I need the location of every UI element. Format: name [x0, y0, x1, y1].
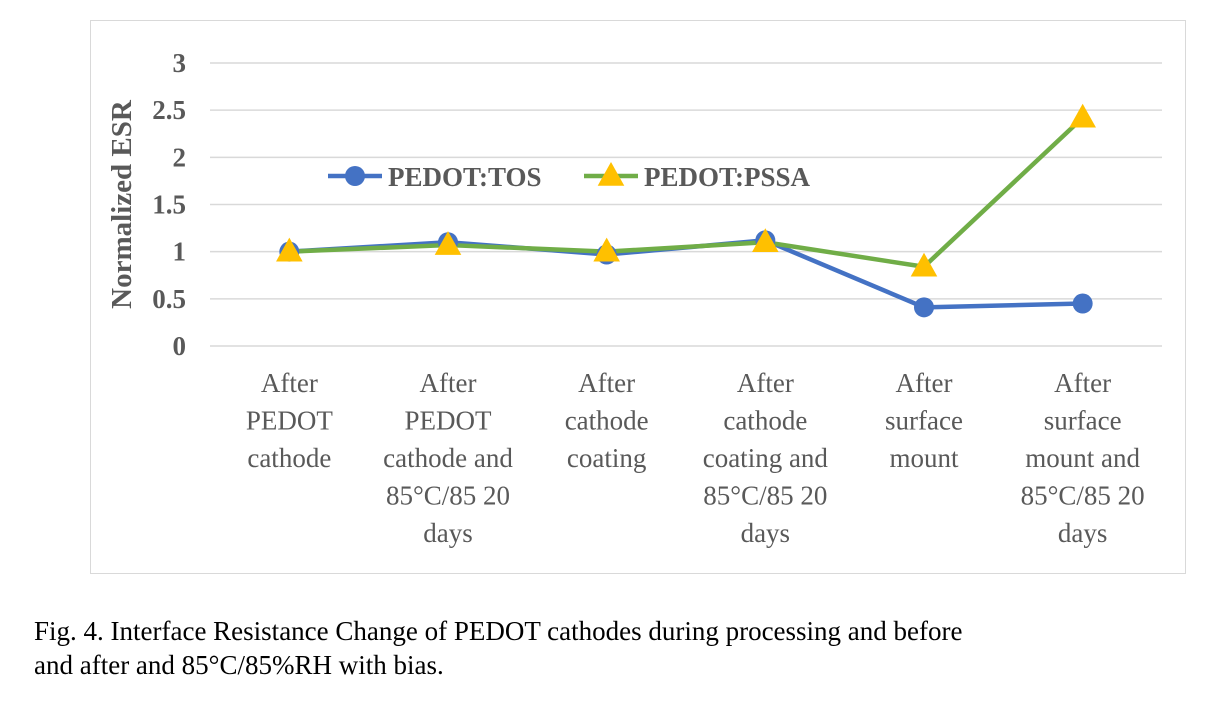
data-point-pedot-pssa — [276, 237, 303, 262]
x-tick-label: After cathode coating — [565, 368, 649, 473]
legend-label-pedot-tos: PEDOT:TOS — [388, 162, 542, 192]
caption-line-1: Fig. 4. Interface Resistance Change of P… — [34, 616, 963, 646]
caption-line-2: and after and 85°C/85%RH with bias. — [34, 650, 444, 680]
x-tick-label-line: coating and — [703, 443, 829, 473]
x-tick-label: After PEDOT cathode — [246, 368, 334, 473]
x-tick-label: After PEDOT cathode and 85°C/85 20 days — [383, 368, 513, 548]
x-tick-label-line: days — [741, 518, 791, 548]
x-tick-label: After surface mount — [885, 368, 963, 473]
series-line-pedot-pssa — [289, 116, 1085, 270]
x-tick-label-line: cathode — [723, 406, 807, 436]
data-point-pedot-pssa — [434, 231, 462, 255]
line-chart: 0 0.5 1 1.5 2 2.5 3 Normalized ESR After PEDOT cat… — [106, 48, 1162, 548]
x-tick-label-line: After — [578, 368, 635, 398]
x-tick-label-line: 85°C/85 20 — [386, 481, 510, 511]
x-tick-label-line: After — [1054, 368, 1111, 398]
x-tick-label-line: surface — [1044, 406, 1122, 436]
y-tick-label: 3 — [173, 48, 187, 78]
y-tick-label: 1 — [173, 237, 187, 267]
legend-marker-pedot-tos — [345, 166, 365, 186]
x-tick-label-line: 85°C/85 20 — [1021, 481, 1145, 511]
x-tick-label-line: cathode — [565, 406, 649, 436]
x-tick-label-line: After — [420, 368, 477, 398]
chart-frame — [90, 20, 1186, 574]
x-tick-label-line: cathode and — [383, 443, 513, 473]
legend-marker-pedot-pssa — [597, 162, 625, 186]
legend-label-pedot-pssa: PEDOT:PSSA — [644, 162, 811, 192]
data-point-pedot-pssa — [910, 252, 938, 277]
x-tick-label-line: days — [1058, 518, 1108, 548]
x-tick-label: After cathode coating and 85°C/85 20 days — [703, 368, 829, 548]
x-tick-label-line: PEDOT — [246, 406, 334, 436]
x-tick-label-line: days — [423, 518, 473, 548]
y-axis-title: Normalized ESR — [106, 99, 138, 309]
y-tick-label: 1.5 — [152, 190, 186, 220]
x-tick-label-line: After — [896, 368, 953, 398]
y-tick-label: 0.5 — [152, 284, 186, 314]
x-tick-label-line: 85°C/85 20 — [703, 481, 827, 511]
x-tick-label-line: After — [737, 368, 794, 398]
data-point-pedot-pssa — [1069, 103, 1096, 128]
x-tick-label-line: mount — [889, 443, 959, 473]
y-tick-label: 2 — [173, 142, 187, 172]
series-line-pedot-tos — [289, 238, 1083, 310]
y-tick-label: 0 — [173, 331, 187, 361]
y-tick-label: 2.5 — [152, 95, 186, 125]
x-tick-label-line: coating — [567, 443, 646, 473]
x-tick-label-line: surface — [885, 406, 963, 436]
x-tick-label: After surface mount and 85°C/85 20 days — [1021, 368, 1145, 548]
x-tick-label-line: PEDOT — [405, 406, 493, 436]
data-point-pedot-pssa — [752, 228, 779, 253]
figure-caption: Fig. 4. Interface Resistance Change of P… — [34, 614, 1184, 682]
x-tick-label-line: mount and — [1025, 443, 1140, 473]
data-point-pedot-tos — [914, 297, 934, 318]
x-tick-label-line: After — [261, 368, 318, 398]
x-tick-label-line: cathode — [247, 443, 331, 473]
data-point-pedot-tos — [1072, 293, 1093, 314]
data-point-pedot-pssa — [593, 237, 620, 262]
